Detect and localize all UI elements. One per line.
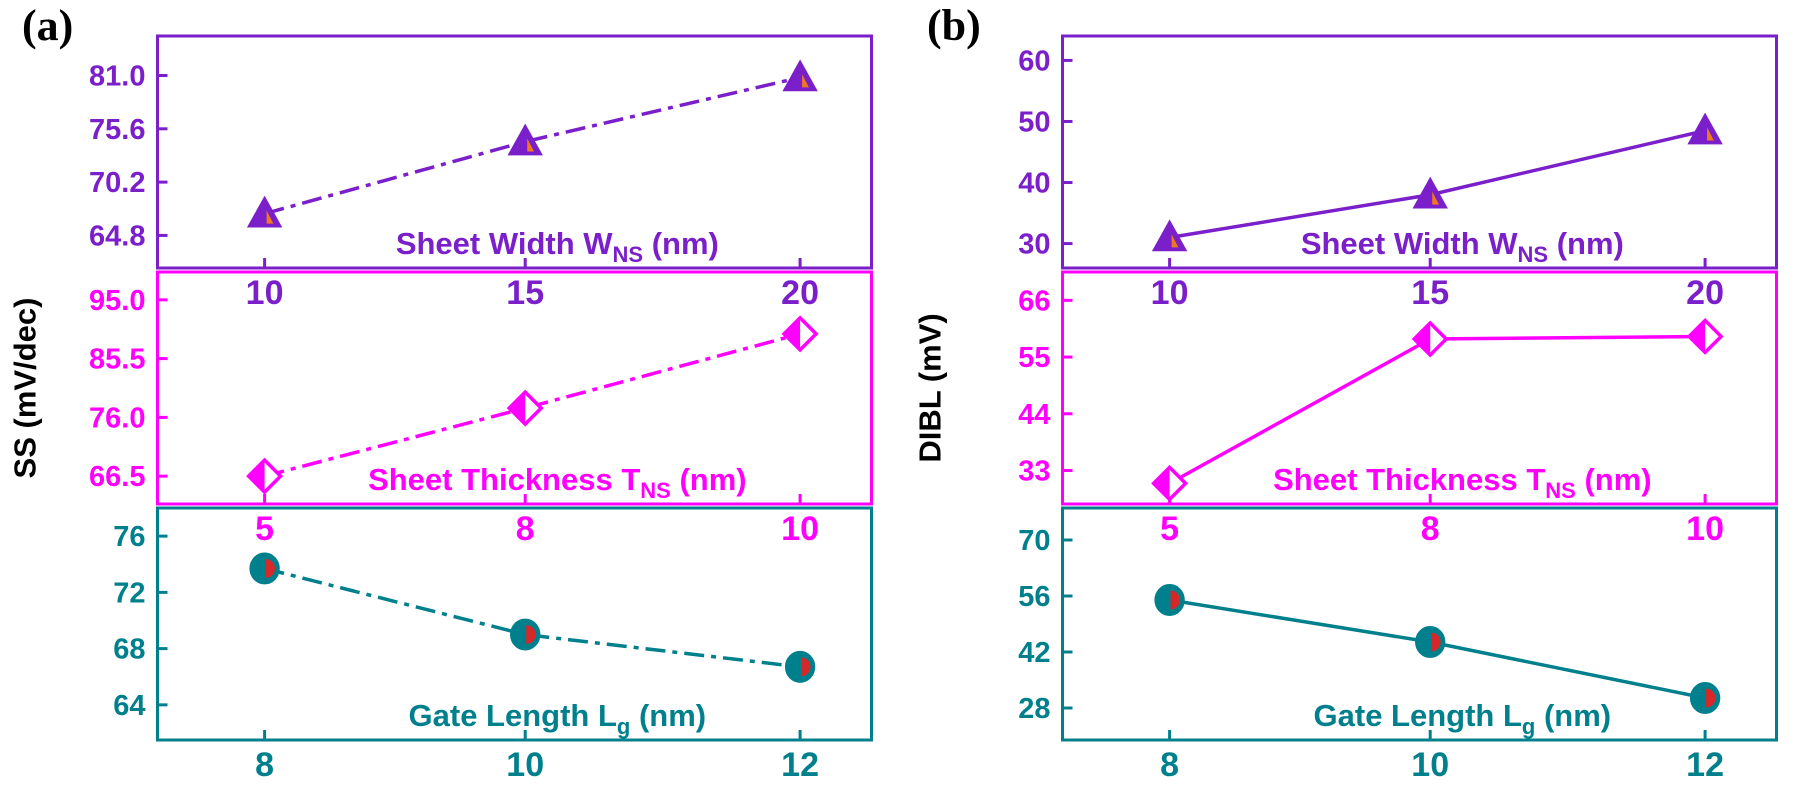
series-line [264, 566, 801, 669]
marker-accent [1414, 323, 1431, 356]
data-point-marker [1687, 112, 1723, 145]
marker-accent [509, 392, 526, 425]
x-tick-label: 8 [516, 510, 535, 548]
marker-accent [1170, 590, 1181, 610]
data-point-marker [1151, 219, 1188, 252]
y-tick-label: 28 [1018, 693, 1050, 725]
subplot-frame [156, 34, 873, 270]
subplot-title: Sheet Thickness TNS (nm) [368, 462, 747, 503]
y-tick-label: 81.0 [89, 60, 145, 92]
x-tick-label: 8 [1160, 746, 1179, 784]
y-tick-label: 66.5 [89, 461, 145, 493]
panel-b-label: (b) [927, 1, 981, 50]
series-line [1169, 128, 1706, 240]
y-tick-label: 75.6 [89, 114, 145, 146]
data-point-marker [784, 650, 816, 683]
marker-accent [526, 625, 536, 644]
y-axis-label: DIBL (mV) [913, 313, 948, 462]
y-tick-label: 55 [1018, 342, 1050, 374]
y-tick-label: 70 [1018, 525, 1050, 557]
marker-accent [265, 559, 276, 578]
y-tick-label: 56 [1018, 581, 1050, 613]
x-tick-label: 10 [781, 510, 819, 548]
x-tick-label: 20 [1686, 274, 1724, 312]
x-tick-label: 10 [506, 746, 544, 784]
marker-accent [802, 74, 809, 88]
marker-accent [1431, 632, 1441, 652]
subplot-frame [1061, 270, 1778, 506]
marker-accent [1153, 467, 1170, 500]
subplot-frame [156, 270, 873, 506]
panel-a: (a) SS (mV/dec) 64.8 70.2 75.6 81.0 10 15 20 She… [0, 0, 905, 803]
series-line [264, 75, 801, 216]
y-tick-label: 72 [113, 577, 145, 609]
subplot-title: Gate Length Lg (nm) [1314, 698, 1612, 739]
series-line [264, 332, 801, 478]
x-tick-label: 12 [1686, 746, 1724, 784]
x-tick-label: 20 [781, 274, 819, 312]
panel-b-chart: DIBL (mV) 30 40 50 60 10 15 20 Sheet Width WNS (… [913, 34, 1778, 784]
subplot-frame [1061, 34, 1778, 270]
marker-accent [527, 138, 535, 152]
y-tick-label: 68 [113, 634, 145, 666]
y-tick-label: 85.5 [89, 344, 145, 376]
marker-accent [1706, 688, 1716, 708]
y-tick-label: 50 [1018, 106, 1050, 138]
x-tick-label: 5 [255, 510, 274, 548]
y-tick-label: 64 [113, 690, 145, 722]
marker-accent [266, 210, 274, 224]
data-point-marker [782, 59, 818, 92]
data-point-marker [507, 123, 543, 156]
x-tick-label: 8 [1421, 510, 1440, 548]
data-point-marker [1689, 682, 1721, 714]
data-point-marker [249, 552, 280, 585]
x-tick-label: 10 [1411, 746, 1449, 784]
subplot-title: Sheet Width WNS (nm) [1301, 226, 1624, 267]
panel-a-label: (a) [22, 1, 74, 50]
x-tick-label: 12 [781, 746, 819, 784]
subplot-title: Gate Length Lg (nm) [409, 698, 707, 739]
y-tick-label: 76.0 [89, 402, 145, 434]
subplot-frame [156, 506, 873, 742]
x-tick-label: 15 [1411, 274, 1449, 312]
y-tick-label: 33 [1018, 455, 1050, 487]
panel-a-chart: SS (mV/dec) 64.8 70.2 75.6 81.0 10 15 20 Sheet W… [8, 34, 873, 784]
x-tick-label: 15 [506, 274, 544, 312]
x-tick-label: 10 [1686, 510, 1724, 548]
data-point-marker [1415, 626, 1446, 658]
y-tick-label: 76 [113, 521, 145, 553]
y-tick-label: 70.2 [89, 167, 145, 199]
x-tick-label: 5 [1160, 510, 1179, 548]
subplot-title: Sheet Thickness TNS (nm) [1273, 462, 1652, 503]
marker-accent [784, 317, 801, 350]
x-tick-label: 10 [1151, 274, 1189, 312]
y-tick-label: 95.0 [89, 285, 145, 317]
subplot-frame [1061, 506, 1778, 742]
data-point-marker [510, 618, 541, 651]
y-tick-label: 42 [1018, 637, 1050, 669]
data-point-marker [1412, 176, 1448, 209]
data-point-marker [1154, 584, 1185, 616]
x-tick-label: 10 [246, 274, 284, 312]
y-tick-label: 44 [1018, 399, 1050, 431]
data-point-marker [246, 195, 283, 228]
marker-accent [1689, 320, 1706, 353]
subplot-title: Sheet Width WNS (nm) [396, 226, 719, 267]
y-axis-label: SS (mV/dec) [8, 298, 43, 479]
y-tick-label: 40 [1018, 168, 1050, 200]
y-tick-label: 64.8 [89, 220, 145, 252]
x-tick-label: 8 [255, 746, 274, 784]
y-tick-label: 60 [1018, 45, 1050, 77]
marker-accent [801, 657, 811, 677]
y-tick-label: 66 [1018, 285, 1050, 317]
panel-b: (b) DIBL (mV) 30 40 50 60 10 15 20 Sheet Width W… [905, 0, 1810, 803]
marker-accent [248, 460, 265, 493]
y-tick-label: 30 [1018, 229, 1050, 261]
